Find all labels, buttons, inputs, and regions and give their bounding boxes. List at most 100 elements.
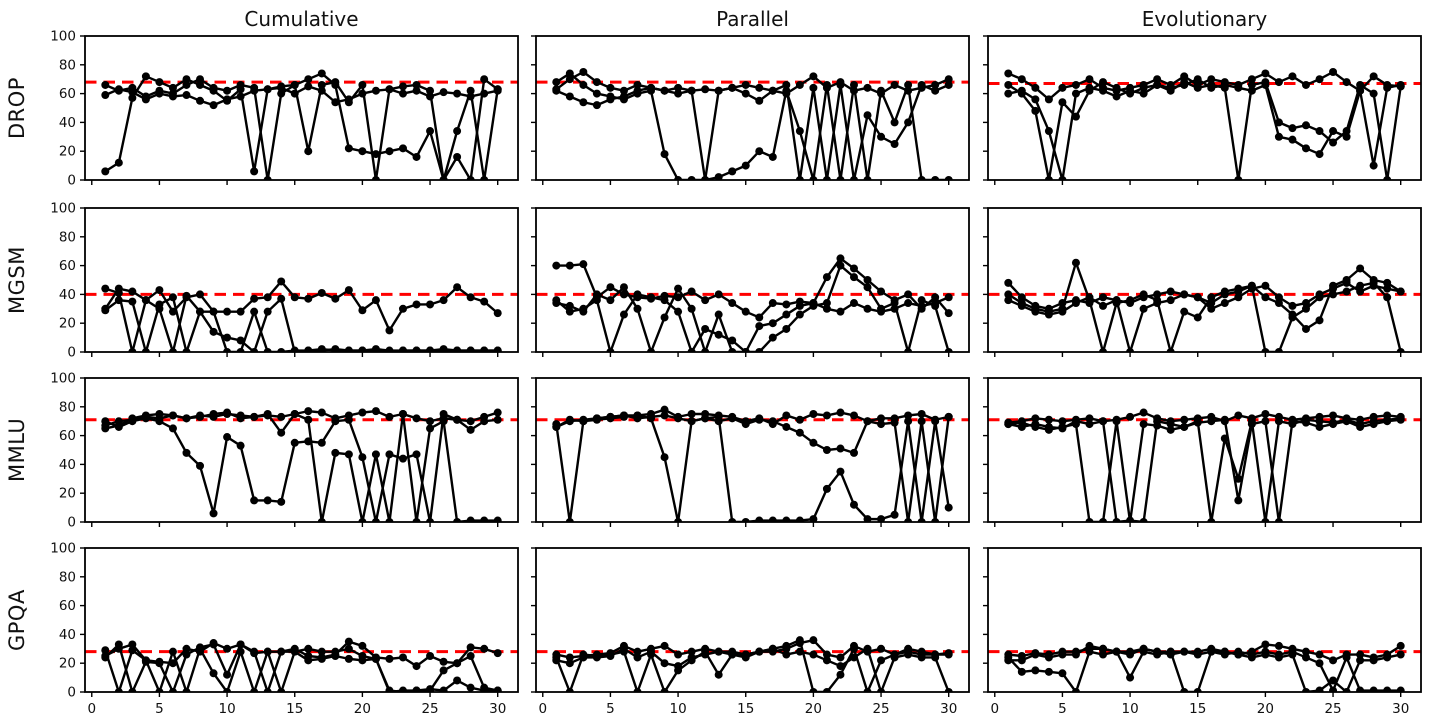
data-point xyxy=(412,414,421,423)
data-point xyxy=(304,147,313,156)
data-point xyxy=(849,644,858,653)
data-point xyxy=(317,408,326,417)
data-point xyxy=(741,420,750,429)
data-point xyxy=(480,297,489,306)
series-group xyxy=(101,407,502,523)
data-point xyxy=(1369,420,1378,429)
data-point xyxy=(1288,301,1297,310)
data-point xyxy=(466,293,475,302)
data-point xyxy=(358,346,367,353)
axes-frame xyxy=(987,547,1422,693)
data-point xyxy=(1315,316,1324,325)
data-point xyxy=(128,640,137,649)
data-point xyxy=(250,307,259,316)
data-point xyxy=(822,80,831,89)
data-point xyxy=(412,300,421,309)
data-point xyxy=(1139,89,1148,98)
data-point xyxy=(331,98,340,107)
data-point xyxy=(466,417,475,426)
data-point xyxy=(1112,83,1121,92)
chart-drop-evolutionary xyxy=(983,35,1422,185)
chart-drop-cumulative: 0 20 40 60 80 100 xyxy=(50,29,519,189)
data-point xyxy=(426,86,435,95)
data-point xyxy=(755,516,764,523)
data-point xyxy=(687,653,696,662)
data-point xyxy=(1356,264,1365,273)
y-tick-label: 80 xyxy=(59,399,76,415)
data-point xyxy=(1193,75,1202,84)
data-point xyxy=(592,89,601,98)
data-point xyxy=(660,150,669,159)
x-tick-label: 15 xyxy=(1189,701,1206,717)
data-point xyxy=(1099,293,1108,302)
data-point xyxy=(371,450,380,459)
data-point xyxy=(1207,417,1216,426)
series-group xyxy=(101,277,502,353)
data-point xyxy=(344,654,353,663)
data-point xyxy=(1220,80,1229,89)
data-point xyxy=(822,299,831,308)
data-point xyxy=(1099,86,1108,95)
data-point xyxy=(182,80,191,89)
data-point xyxy=(168,83,177,92)
data-point xyxy=(250,496,259,505)
data-point xyxy=(944,650,953,659)
data-point xyxy=(741,89,750,98)
data-point xyxy=(565,653,574,662)
data-point xyxy=(1342,78,1351,87)
data-point xyxy=(141,412,150,421)
data-point xyxy=(1329,138,1338,147)
data-point xyxy=(277,89,286,98)
data-point xyxy=(344,637,353,646)
data-point xyxy=(863,111,872,120)
data-point xyxy=(944,412,953,421)
data-point xyxy=(439,88,448,97)
data-point xyxy=(1017,293,1026,302)
data-point xyxy=(1004,290,1013,299)
data-point xyxy=(768,299,777,308)
data-point xyxy=(1180,72,1189,81)
y-tick-label: 80 xyxy=(59,57,76,73)
data-point xyxy=(1356,86,1365,95)
data-point xyxy=(1031,650,1040,659)
data-point xyxy=(1315,686,1324,693)
data-point xyxy=(141,92,150,101)
data-point xyxy=(317,438,326,447)
data-point xyxy=(141,296,150,305)
data-point xyxy=(565,417,574,426)
data-point xyxy=(1139,290,1148,299)
data-point xyxy=(1315,150,1324,159)
data-point xyxy=(1180,647,1189,656)
data-point xyxy=(304,294,313,303)
data-point xyxy=(1153,647,1162,656)
y-tick-label: 40 xyxy=(59,287,76,303)
data-point xyxy=(1329,411,1338,420)
data-point xyxy=(579,80,588,89)
data-point xyxy=(277,82,286,91)
data-point xyxy=(493,408,502,417)
data-point xyxy=(277,412,286,421)
data-point xyxy=(674,307,683,316)
data-point xyxy=(277,294,286,303)
data-point xyxy=(344,346,353,353)
y-tick-label: 100 xyxy=(50,29,76,45)
data-point xyxy=(1396,650,1405,659)
data-point xyxy=(1004,89,1013,98)
data-point xyxy=(1004,80,1013,89)
data-point xyxy=(1058,417,1067,426)
data-point xyxy=(439,417,448,426)
data-point xyxy=(606,283,615,292)
data-point xyxy=(304,644,313,653)
x-tick-label: 0 xyxy=(87,701,96,717)
data-point xyxy=(647,293,656,302)
data-point xyxy=(168,424,177,433)
data-point xyxy=(196,75,205,84)
data-point xyxy=(439,657,448,666)
data-point xyxy=(493,309,502,318)
data-point xyxy=(1356,656,1365,665)
data-point xyxy=(1193,650,1202,659)
series-group xyxy=(101,69,502,181)
data-point xyxy=(1112,92,1121,101)
data-point xyxy=(1356,422,1365,431)
data-point xyxy=(182,291,191,300)
